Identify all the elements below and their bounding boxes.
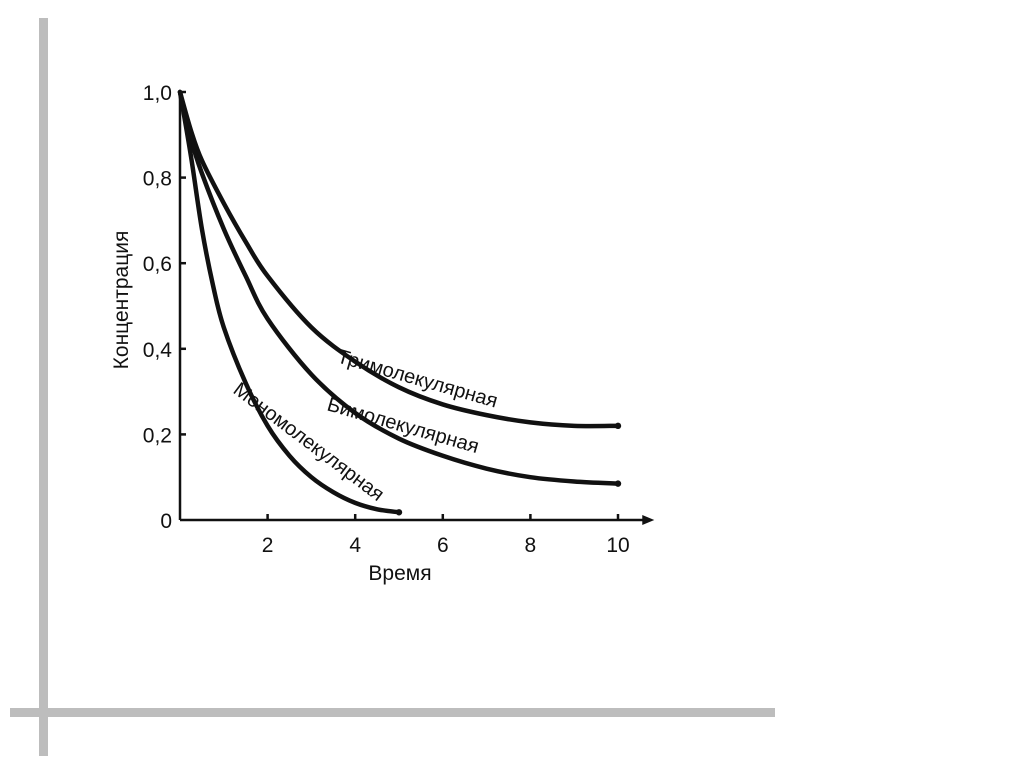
- y-tick-label: 0: [160, 510, 172, 533]
- series-curve-bimolecular: [177, 89, 621, 486]
- series-curve-monomolecular: [177, 89, 402, 515]
- x-tick-label: 4: [349, 534, 361, 557]
- y-tick-label: 0,4: [143, 339, 173, 362]
- slide-frame-vertical-bar: [39, 18, 48, 756]
- series-end-point-trimolecular: [614, 422, 622, 430]
- x-tick-label: 8: [525, 534, 537, 557]
- series-end-point-monomolecular: [395, 509, 403, 516]
- x-tick-label: 10: [606, 534, 629, 557]
- y-tick-label: 1,0: [143, 82, 172, 105]
- y-tick-label: 0,8: [143, 168, 172, 191]
- axes: [178, 92, 655, 525]
- y-tick-label: 0,6: [143, 253, 172, 276]
- x-axis-arrow-icon: [642, 515, 655, 525]
- x-tick-label: 2: [262, 534, 274, 557]
- x-tick-label: 6: [437, 534, 449, 557]
- series-curve-trimolecular: [177, 89, 621, 429]
- series-end-point-bimolecular: [614, 480, 622, 487]
- y-ticks: 0 0,2 0,4 0,6 0,8 1,0: [143, 82, 186, 533]
- x-ticks: 2 4 6 8 10: [262, 514, 630, 557]
- series-label-monomolecular: Мономолекулярная: [229, 378, 388, 505]
- series-labels: ТримолекулярнаяБимолекулярнаяМономолекул…: [229, 346, 500, 506]
- y-tick-label: 0,2: [143, 424, 172, 447]
- slide-frame-horizontal-bar: [10, 708, 775, 717]
- series-label-bimolecular: Бимолекулярная: [325, 394, 482, 458]
- y-axis-title: Концентрация: [110, 231, 133, 370]
- series-curves: [177, 89, 622, 516]
- x-axis-title: Время: [368, 562, 431, 585]
